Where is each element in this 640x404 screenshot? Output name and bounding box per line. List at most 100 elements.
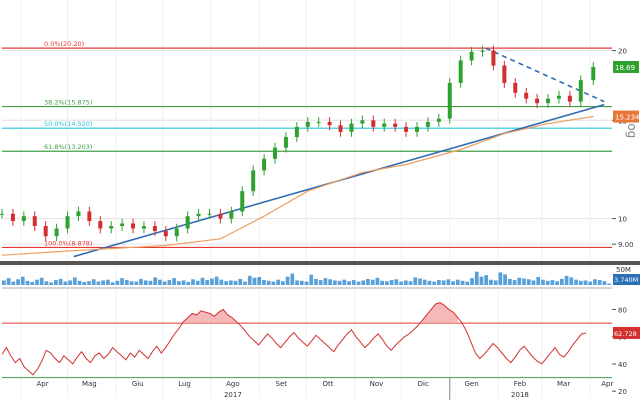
volume-bars [2, 271, 611, 285]
candle-body [294, 126, 299, 138]
volume-bar [134, 281, 139, 285]
volume-bar [106, 279, 110, 285]
price-candles [0, 45, 596, 242]
volume-bar [314, 278, 318, 285]
candle-body [480, 50, 485, 52]
volume-bar [602, 281, 607, 285]
candle-body [382, 123, 387, 127]
volume-bar [158, 279, 162, 285]
candle-body [109, 225, 114, 229]
fibonacci-label: 50.0%(14.520) [44, 120, 92, 128]
volume-bar [290, 273, 295, 285]
month-label: Ott [323, 380, 334, 388]
time-axis: Apr Mag Giu Lug Ago Set Ott Nov Dic Gen Feb Mar Apr 2… [37, 378, 613, 400]
volume-bar [318, 280, 323, 285]
volume-bar [153, 277, 158, 285]
volume-bar [243, 281, 247, 285]
rsi-tick-label: 40 [618, 361, 627, 369]
volume-bar [82, 281, 87, 285]
volume-bar [370, 279, 375, 285]
candle-body [458, 60, 463, 83]
volume-bar [408, 281, 413, 285]
candle-body [21, 216, 26, 222]
month-label: Giu [132, 380, 144, 388]
volume-bar [58, 278, 63, 285]
candle-body [0, 213, 4, 215]
candle-body [120, 223, 125, 226]
candle-body [591, 66, 596, 81]
volume-bar [460, 280, 465, 285]
rsi-panel [1, 287, 612, 379]
volume-bar [186, 281, 191, 285]
volume-bar [110, 282, 115, 285]
candle-body [131, 223, 136, 229]
trendline-resistance [485, 47, 605, 103]
year-label: 2018 [511, 391, 529, 399]
candle-body [185, 216, 190, 229]
candle-body [207, 213, 212, 215]
candle-body [305, 121, 310, 127]
volume-bar [172, 278, 176, 285]
volume-bar [522, 278, 526, 285]
volume-bar [432, 281, 437, 285]
volume-bar [77, 280, 82, 285]
candle-body [404, 126, 409, 132]
candle-body [556, 95, 561, 99]
price-panel-grid [2, 0, 612, 398]
candle-body [98, 221, 103, 229]
volume-bar [238, 278, 243, 285]
rsi-tick-label: 80 [618, 306, 627, 314]
candle-body [436, 118, 441, 122]
volume-bar [87, 281, 91, 285]
volume-bar [91, 279, 96, 285]
volume-bar [309, 274, 314, 285]
rsi-axis: 2040608062.728 [612, 306, 640, 396]
volume-bar [44, 281, 49, 285]
volume-bar [451, 281, 455, 285]
volume-bar [517, 277, 522, 285]
volume-bar [550, 280, 555, 285]
volume-bar [30, 281, 35, 285]
volume-bar [583, 280, 588, 285]
candle-body [141, 225, 146, 229]
volume-axis: 50M 3.740M [613, 266, 640, 285]
candle-body [360, 120, 365, 124]
volume-bar [176, 281, 181, 285]
rsi-overbought-fill [183, 309, 237, 324]
volume-bar [507, 278, 512, 285]
volume-bar [162, 281, 167, 285]
fibonacci-levels: 0.0%(20.20) 38.2%(15.875) 50.0%(14.520) 61.… [2, 40, 612, 249]
volume-bar [418, 278, 422, 285]
candle-body [578, 80, 583, 102]
candle-body [327, 121, 332, 126]
volume-bar [181, 280, 186, 285]
volume-bar [115, 280, 120, 285]
volume-bar [498, 272, 503, 285]
volume-bar [257, 277, 262, 285]
candle-body [32, 216, 37, 226]
last-price-badge [613, 60, 639, 73]
volume-bar [526, 279, 531, 285]
volume-bar [49, 282, 54, 285]
volume-bar [342, 279, 347, 285]
volume-bar [20, 276, 25, 285]
volume-bar [72, 277, 77, 285]
volume-bar [124, 280, 129, 285]
volume-bar [233, 280, 238, 285]
volume-bar [446, 279, 451, 285]
volume-bar [276, 279, 280, 285]
month-label: Feb [514, 380, 527, 388]
volume-bar [564, 275, 569, 285]
volume-bar [219, 279, 224, 285]
volume-tick-label: 50M [616, 266, 631, 274]
volume-bar [399, 281, 403, 285]
candle-body [567, 95, 572, 102]
volume-bar [484, 275, 489, 285]
rsi-last-badge [613, 326, 640, 339]
candle-body [283, 137, 288, 148]
candle-body [524, 92, 529, 99]
volume-last-label: 3.740M [614, 276, 638, 284]
candle-body [491, 50, 496, 66]
volume-bar [427, 280, 432, 285]
month-label: Mag [82, 380, 97, 388]
